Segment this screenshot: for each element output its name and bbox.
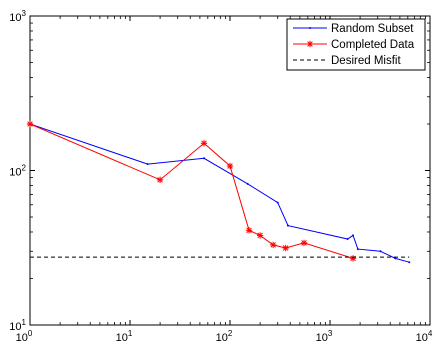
series-line-random-subset xyxy=(29,123,410,263)
star-marker xyxy=(269,241,277,249)
series-layer xyxy=(26,120,411,264)
star-marker xyxy=(306,40,314,48)
star-marker xyxy=(300,239,308,247)
dot-marker xyxy=(356,248,359,251)
legend-item: Random Subset xyxy=(293,23,414,35)
dot-marker xyxy=(246,182,249,185)
dot-marker xyxy=(379,250,382,253)
y-tick-label: 101 xyxy=(9,318,26,333)
x-tick-label: 101 xyxy=(116,329,133,344)
legend: Random Subset Completed Data Desired Misfi… xyxy=(286,18,426,71)
legend-item: Completed Data xyxy=(293,39,415,51)
legend-dot xyxy=(309,27,311,29)
x-axis: 100 101 102 103 104 xyxy=(16,16,433,344)
dot-marker xyxy=(346,238,349,241)
star-marker xyxy=(282,244,289,252)
legend-label: Desired Misfit xyxy=(331,55,401,67)
x-tick-label: 104 xyxy=(416,329,433,344)
star-marker xyxy=(245,227,253,234)
series-line-completed-data xyxy=(29,123,354,259)
star-marker xyxy=(256,232,264,239)
dot-marker xyxy=(394,257,397,260)
x-tick-label: 103 xyxy=(316,329,333,344)
y-tick-label: 102 xyxy=(9,164,26,179)
star-marker xyxy=(26,120,34,128)
dot-marker xyxy=(146,163,149,166)
dot-marker xyxy=(286,224,289,227)
star-marker xyxy=(226,162,234,170)
star-marker xyxy=(349,255,357,262)
y-axis: 101 102 103 xyxy=(9,9,430,333)
dot-marker xyxy=(276,201,279,204)
dot-marker xyxy=(203,157,206,160)
legend-label: Random Subset xyxy=(331,23,414,35)
x-tick-label: 102 xyxy=(216,329,233,344)
legend-label: Completed Data xyxy=(331,39,415,51)
dot-marker xyxy=(408,261,411,264)
star-marker xyxy=(200,140,208,147)
legend-item: Desired Misfit xyxy=(293,55,401,67)
x-tick-label: 100 xyxy=(16,329,33,344)
legend-items: Random Subset Completed Data Desired Misfi… xyxy=(293,23,415,67)
dot-marker xyxy=(352,234,355,237)
star-marker xyxy=(156,176,164,184)
y-tick-label: 103 xyxy=(9,9,26,24)
